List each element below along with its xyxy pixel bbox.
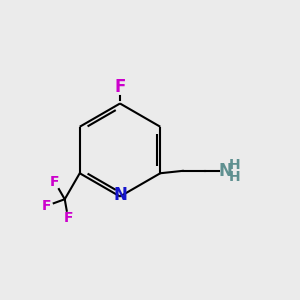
Text: N: N: [113, 186, 127, 204]
Text: F: F: [42, 199, 51, 213]
Text: F: F: [63, 212, 73, 225]
Text: H: H: [228, 170, 240, 184]
Text: F: F: [50, 175, 60, 189]
Text: N: N: [219, 162, 232, 180]
Text: H: H: [228, 158, 240, 172]
Text: F: F: [114, 78, 126, 96]
